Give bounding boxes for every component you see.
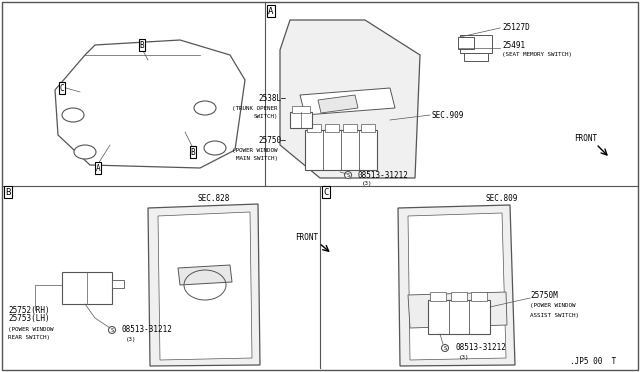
Bar [325,124,339,132]
Bar [361,124,375,132]
Text: 25127D: 25127D [502,22,530,32]
Bar [307,124,321,132]
Text: (3): (3) [459,355,469,359]
Polygon shape [398,205,515,366]
Bar [472,292,488,301]
Text: C: C [323,187,329,196]
Circle shape [344,171,351,179]
Bar [460,35,492,53]
Text: MAIN SWITCH): MAIN SWITCH) [236,155,278,160]
Text: (POWER WINDOW: (POWER WINDOW [530,304,575,308]
Text: 25750—: 25750— [259,135,286,144]
Text: SEC.909: SEC.909 [432,110,465,119]
Text: SEC.828: SEC.828 [198,193,230,202]
Bar [464,53,488,61]
Text: (POWER WINDOW: (POWER WINDOW [232,148,278,153]
Ellipse shape [194,101,216,115]
Ellipse shape [62,108,84,122]
Bar [112,280,124,288]
Ellipse shape [204,141,226,155]
Bar [292,106,310,113]
Polygon shape [55,40,245,168]
Bar [451,292,467,301]
Text: (TRUNK OPENER: (TRUNK OPENER [232,106,278,110]
Text: 25491: 25491 [502,41,525,49]
Bar [428,300,490,334]
Text: B: B [191,148,195,157]
Bar [290,112,312,128]
Text: 25752(RH): 25752(RH) [8,305,50,314]
Text: 2538L—: 2538L— [259,93,286,103]
Text: S: S [111,327,113,333]
Text: 25753(LH): 25753(LH) [8,314,50,324]
Bar [458,37,474,49]
Text: A: A [96,164,100,173]
Text: 08513-31212: 08513-31212 [122,326,173,334]
Text: (3): (3) [362,180,372,186]
Text: (POWER WINDOW: (POWER WINDOW [8,327,54,331]
Polygon shape [280,20,420,178]
Polygon shape [318,95,358,113]
Polygon shape [178,265,232,285]
Text: .JP5 00  T: .JP5 00 T [570,357,616,366]
Text: S: S [346,173,349,177]
Polygon shape [300,88,395,115]
Text: S: S [444,346,447,350]
Text: (SEAT MEMORY SWITCH): (SEAT MEMORY SWITCH) [502,51,572,57]
Text: B: B [5,187,11,196]
Bar [305,130,377,170]
Bar [430,292,446,301]
Text: A: A [268,6,274,16]
Ellipse shape [74,145,96,159]
Circle shape [442,344,449,352]
Text: 08513-31212: 08513-31212 [358,170,409,180]
Bar [62,272,112,304]
Text: ASSIST SWITCH): ASSIST SWITCH) [530,312,579,317]
Text: (3): (3) [125,337,136,341]
Text: FRONT: FRONT [575,134,598,142]
Text: SWITCH): SWITCH) [253,113,278,119]
Text: REAR SWITCH): REAR SWITCH) [8,334,50,340]
Text: 25750M: 25750M [530,291,557,299]
Text: 08513-31212: 08513-31212 [455,343,506,353]
Text: SEC.809: SEC.809 [485,193,517,202]
Polygon shape [408,292,507,328]
Polygon shape [408,213,506,360]
Text: C: C [60,83,64,93]
Bar [343,124,357,132]
Text: FRONT: FRONT [295,232,318,241]
Polygon shape [158,212,252,360]
Circle shape [109,327,115,334]
Text: B: B [140,41,144,49]
Polygon shape [148,204,260,366]
